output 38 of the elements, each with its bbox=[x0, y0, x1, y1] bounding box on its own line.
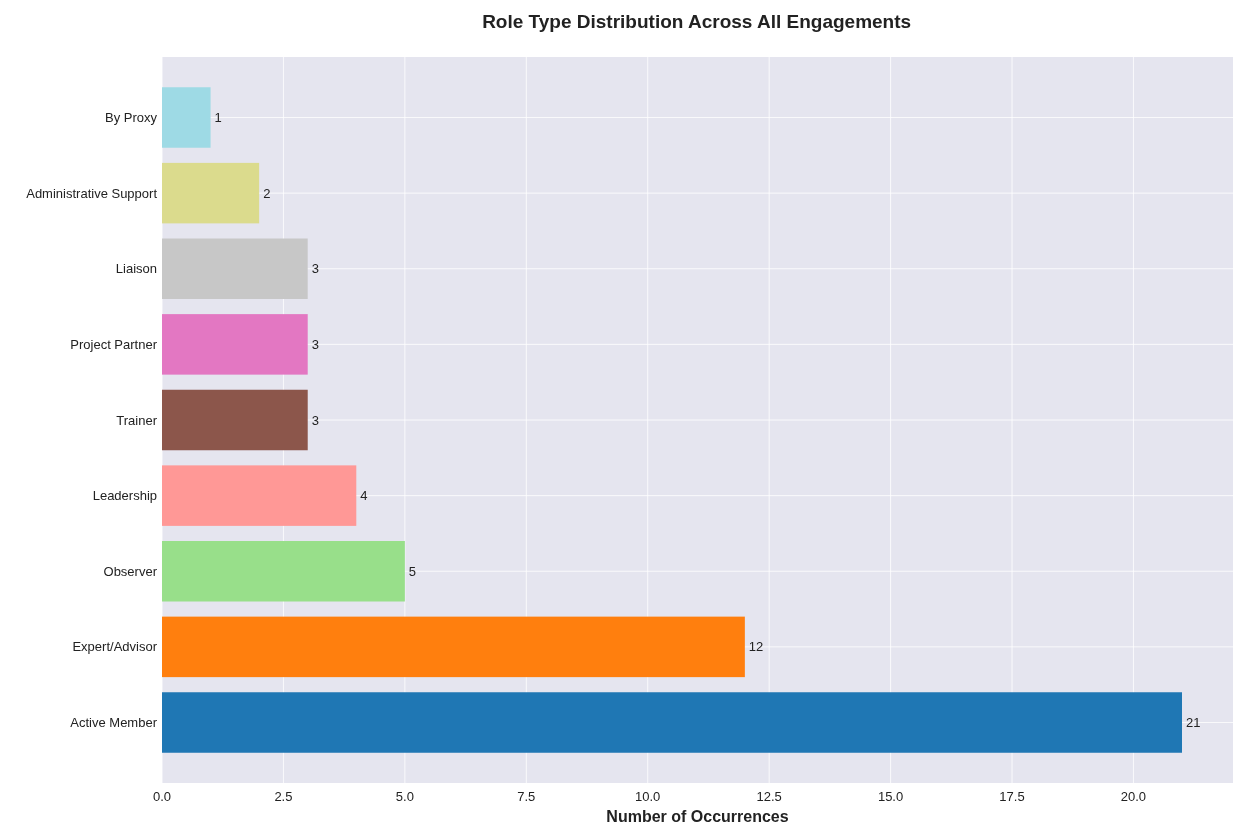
y-tick-label: Leadership bbox=[92, 488, 157, 504]
x-tick-label: 0.0 bbox=[152, 789, 172, 804]
data-label: 2 bbox=[263, 185, 271, 201]
x-tick-label: 17.5 bbox=[999, 789, 1025, 804]
x-tick-label: 10.0 bbox=[635, 789, 661, 804]
y-tick-label: Project Partner bbox=[70, 336, 158, 352]
y-tick-label: By Proxy bbox=[104, 110, 158, 126]
y-tick-label: Expert/Advisor bbox=[72, 639, 158, 655]
y-tick-label: Administrative Support bbox=[26, 185, 158, 201]
x-axis-title: Number of Occurrences bbox=[606, 808, 789, 824]
x-tick-label: 5.0 bbox=[395, 789, 414, 804]
x-tick-label: 15.0 bbox=[877, 789, 904, 804]
data-label: 3 bbox=[311, 412, 319, 428]
y-tick-label: Observer bbox=[103, 563, 158, 579]
x-tick-label: 2.5 bbox=[274, 789, 293, 804]
bar bbox=[162, 238, 308, 299]
x-tick-label: 12.5 bbox=[756, 789, 782, 804]
data-label: 12 bbox=[748, 639, 764, 655]
y-tick-label: Liaison bbox=[115, 261, 157, 277]
bar bbox=[162, 314, 308, 375]
chart-title: Role Type Distribution Across All Engagements bbox=[482, 11, 912, 32]
bar bbox=[162, 162, 260, 224]
bar bbox=[162, 616, 745, 678]
data-label: 4 bbox=[360, 488, 368, 504]
bar bbox=[162, 389, 308, 451]
x-tick-label: 7.5 bbox=[517, 789, 536, 804]
y-tick-label: Active Member bbox=[70, 715, 158, 731]
bar bbox=[162, 87, 211, 148]
y-tick-label: Trainer bbox=[116, 412, 158, 428]
data-label: 21 bbox=[1186, 715, 1201, 731]
bar bbox=[162, 465, 357, 526]
bar bbox=[162, 692, 1182, 753]
x-tick-label: 20.0 bbox=[1120, 789, 1147, 804]
data-label: 3 bbox=[311, 261, 319, 277]
data-label: 3 bbox=[311, 336, 319, 352]
data-label: 5 bbox=[408, 563, 417, 579]
data-label: 1 bbox=[214, 110, 222, 126]
bar bbox=[162, 541, 405, 602]
